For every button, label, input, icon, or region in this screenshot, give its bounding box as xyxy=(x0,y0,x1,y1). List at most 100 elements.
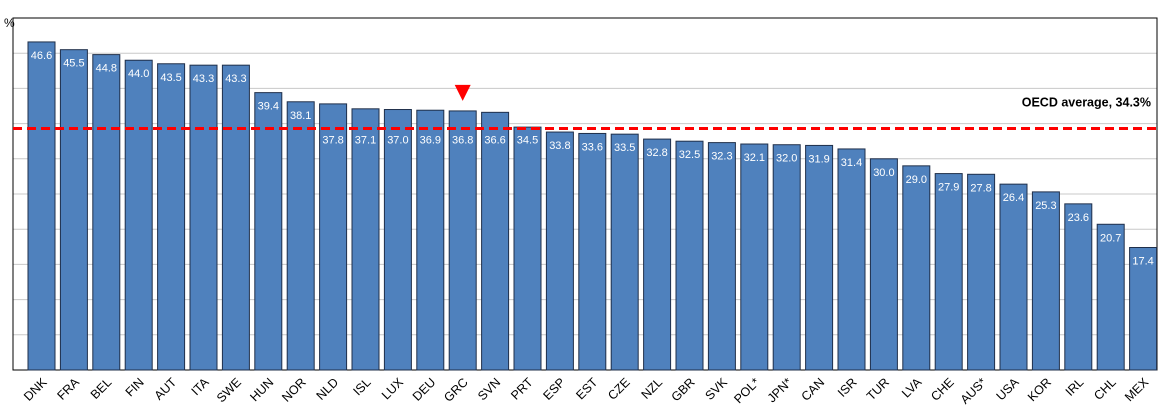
bar-prt xyxy=(513,126,542,371)
bar-tur xyxy=(869,158,898,371)
bar-aut xyxy=(157,63,186,371)
y-axis-unit-label: % xyxy=(4,16,15,30)
category-label: FIN xyxy=(123,375,147,399)
category-label: IRL xyxy=(1063,375,1087,399)
bar-value-label: 32.8 xyxy=(646,147,667,159)
bar-value-label: 32.5 xyxy=(679,149,700,161)
category-label: CZE xyxy=(605,375,633,403)
category-label: SVN xyxy=(475,375,503,403)
category-label: GBR xyxy=(669,375,698,404)
bar-value-label: 36.6 xyxy=(484,135,505,147)
bar-chl xyxy=(1096,223,1125,371)
bar-est xyxy=(578,132,607,371)
highlight-marker-icon xyxy=(454,84,471,101)
category-label: BEL xyxy=(88,375,115,402)
category-label: USA xyxy=(994,375,1023,404)
bar-dnk xyxy=(27,41,56,371)
category-labels: DNK FRA BEL FIN AUT ITA SWE HUN NOR NLD ISL LUX DEU G… xyxy=(21,375,1152,407)
bar-value-label: 31.9 xyxy=(808,153,829,165)
bar-value-label: 39.4 xyxy=(258,101,279,113)
bar-grc xyxy=(448,110,477,371)
bar-nor xyxy=(286,101,315,371)
bar-deu xyxy=(416,109,445,371)
bar-nld xyxy=(319,103,348,371)
category-label: ISL xyxy=(350,375,373,398)
category-label: SWE xyxy=(214,375,244,405)
category-label: DEU xyxy=(410,375,439,404)
bar-esp xyxy=(545,131,574,371)
bar-svk xyxy=(707,142,736,371)
bar-lva xyxy=(902,165,931,371)
bar-value-label: 37.0 xyxy=(387,135,408,147)
category-label: ESP xyxy=(540,375,568,403)
bar-fra xyxy=(59,49,88,371)
bar-value-label: 26.4 xyxy=(1003,192,1024,204)
bar-fin xyxy=(124,59,153,371)
category-label: POL* xyxy=(731,375,762,406)
category-label: JPN* xyxy=(765,375,795,405)
category-label: CAN xyxy=(799,375,828,404)
bar-lux xyxy=(383,109,412,371)
bar-value-label: 43.5 xyxy=(160,72,181,84)
category-label: ITA xyxy=(189,375,212,398)
bar-value-label: 27.8 xyxy=(970,182,991,194)
bar-value-label: 17.4 xyxy=(1132,256,1153,268)
bar-value-label: 32.3 xyxy=(711,151,732,163)
bar-value-label: 33.8 xyxy=(549,140,570,152)
bar-pol xyxy=(740,143,769,371)
category-label: GRC xyxy=(441,375,471,405)
bar-value-label: 44.8 xyxy=(96,63,117,75)
bar-value-label: 23.6 xyxy=(1068,212,1089,224)
category-label: FRA xyxy=(54,375,82,403)
bar-value-label: 36.8 xyxy=(452,135,473,147)
bar-value-label: 32.0 xyxy=(776,153,797,165)
bar-value-label: 31.4 xyxy=(841,157,862,169)
category-label: TUR xyxy=(864,375,892,403)
category-label: PRT xyxy=(508,375,536,403)
bar-swe xyxy=(221,64,250,371)
bar-cze xyxy=(610,133,639,371)
bar-che xyxy=(934,173,963,371)
bar-svn xyxy=(481,111,510,371)
bar-value-label: 20.7 xyxy=(1100,232,1121,244)
bar-value-label: 25.3 xyxy=(1035,200,1056,212)
category-label: CHE xyxy=(928,375,957,404)
bar-hun xyxy=(254,92,283,371)
category-label: NLD xyxy=(314,375,342,403)
category-label: NOR xyxy=(279,375,309,405)
bar-value-label: 43.3 xyxy=(225,73,246,85)
bar-jpn xyxy=(772,144,801,371)
category-label: AUS* xyxy=(958,375,990,407)
bar-kor xyxy=(1031,191,1060,371)
bar-value-label: 43.3 xyxy=(193,73,214,85)
category-label: LVA xyxy=(899,375,925,401)
bar-value-label: 27.9 xyxy=(938,182,959,194)
bar-mex xyxy=(1129,247,1158,371)
bar-value-label: 45.5 xyxy=(63,58,84,70)
bar-value-label: 38.1 xyxy=(290,110,311,122)
bar-value-label: 33.5 xyxy=(614,142,635,154)
bar-value-label: 33.6 xyxy=(582,141,603,153)
bar-value-label: 36.9 xyxy=(420,135,441,147)
bar-value-label: 37.1 xyxy=(355,135,376,147)
bar-value-label: 34.5 xyxy=(517,135,538,147)
bar-value-label: 46.6 xyxy=(31,50,52,62)
bar-isr xyxy=(837,148,866,371)
category-label: CHL xyxy=(1091,375,1119,403)
category-label: MEX xyxy=(1122,375,1152,405)
bar-can xyxy=(805,144,834,371)
category-label: SVK xyxy=(702,375,730,403)
bar-value-label: 32.1 xyxy=(744,152,765,164)
bar-value-label: 29.0 xyxy=(906,174,927,186)
category-label: LUX xyxy=(379,375,407,403)
bar-ita xyxy=(189,64,218,371)
bar-nzl xyxy=(643,138,672,371)
average-line-group: OECD average, 34.3% xyxy=(13,96,1157,131)
category-label: NZL xyxy=(639,375,666,402)
bar-aus xyxy=(967,173,996,371)
category-label: DNK xyxy=(21,375,50,404)
bar-usa xyxy=(999,183,1028,371)
category-label: HUN xyxy=(247,375,276,404)
category-label: ISR xyxy=(835,375,860,400)
bar-irl xyxy=(1064,203,1093,371)
